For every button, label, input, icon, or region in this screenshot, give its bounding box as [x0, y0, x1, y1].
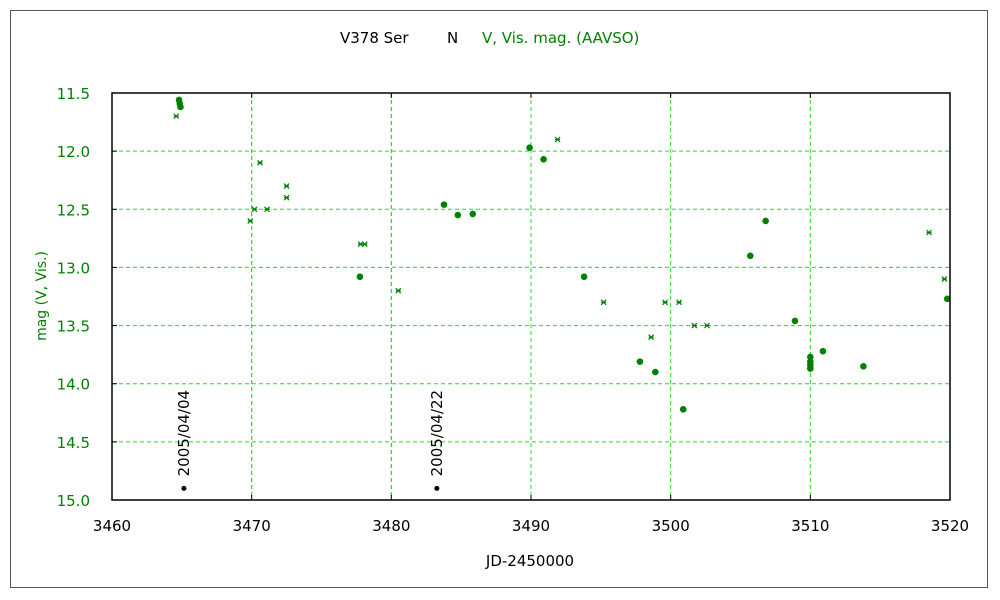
data-point-vis	[791, 317, 799, 325]
x-axis-label: JD-2450000	[485, 552, 574, 570]
data-point-v	[173, 113, 180, 120]
y-tick-label: 14.0	[57, 376, 90, 394]
data-point-v	[361, 241, 368, 248]
x-tick-label: 3460	[93, 517, 131, 535]
y-axis-label: mag (V, Vis.)	[34, 251, 50, 341]
y-tick-label: 15.0	[57, 492, 90, 510]
chart-frame	[10, 10, 988, 588]
x-tick-label: 3490	[512, 517, 550, 535]
x-tick-label: 3510	[791, 517, 829, 535]
y-tick-label: 12.5	[57, 201, 90, 219]
data-point-v	[662, 299, 669, 306]
data-point-v	[395, 287, 402, 294]
data-point-vis	[636, 358, 644, 365]
y-tick-label: 14.5	[57, 434, 90, 452]
data-point-vis	[762, 217, 769, 225]
data-point-vis	[469, 210, 477, 218]
data-point-vis	[746, 252, 754, 260]
data-point-v	[648, 334, 655, 341]
data-point-vis	[943, 295, 951, 303]
x-tick-label: 3520	[931, 517, 969, 535]
data-point-v	[257, 159, 263, 166]
data-point-vis	[807, 353, 814, 361]
data-point-v	[941, 276, 948, 282]
data-point-vis	[454, 211, 462, 219]
data-point-v	[676, 299, 682, 306]
chart-title-type: N	[447, 29, 458, 47]
data-point-v	[264, 206, 270, 213]
y-tick-label: 13.0	[57, 259, 90, 277]
y-tick-label: 13.5	[57, 318, 90, 336]
data-point-vis	[652, 368, 659, 376]
data-point-vis	[177, 103, 184, 111]
chart-title-series: V, Vis. mag. (AAVSO)	[482, 29, 639, 47]
data-point-vis	[356, 273, 364, 281]
data-point-vis	[679, 405, 687, 413]
x-tick-label: 3480	[372, 517, 410, 535]
data-point-v	[357, 241, 364, 248]
data-point-vis	[580, 273, 588, 281]
data-point-vis	[526, 144, 533, 151]
data-point-vis	[807, 365, 814, 372]
date-marker-dot	[434, 485, 440, 491]
data-point-v	[600, 299, 607, 306]
data-point-vis	[819, 347, 827, 355]
date-marker-label: 2005/04/22	[428, 390, 446, 476]
chart-title-object: V378 Ser	[340, 29, 409, 47]
data-point-v	[926, 229, 932, 236]
data-point-v	[283, 194, 290, 201]
x-tick-label: 3500	[652, 517, 690, 535]
data-point-vis	[440, 201, 448, 208]
data-point-v	[251, 206, 258, 213]
data-point-vis	[860, 362, 867, 370]
data-point-v	[247, 217, 254, 224]
y-tick-label: 12.0	[57, 143, 90, 161]
data-point-v	[554, 136, 561, 143]
date-marker-dot	[181, 485, 187, 491]
data-point-v	[283, 183, 290, 189]
x-tick-label: 3470	[233, 517, 271, 535]
data-point-v	[704, 322, 710, 329]
data-point-vis	[540, 155, 547, 163]
data-point-v	[691, 322, 698, 329]
date-marker-label: 2005/04/04	[175, 390, 193, 476]
y-tick-label: 11.5	[57, 85, 90, 103]
plot-area-border	[111, 92, 951, 501]
